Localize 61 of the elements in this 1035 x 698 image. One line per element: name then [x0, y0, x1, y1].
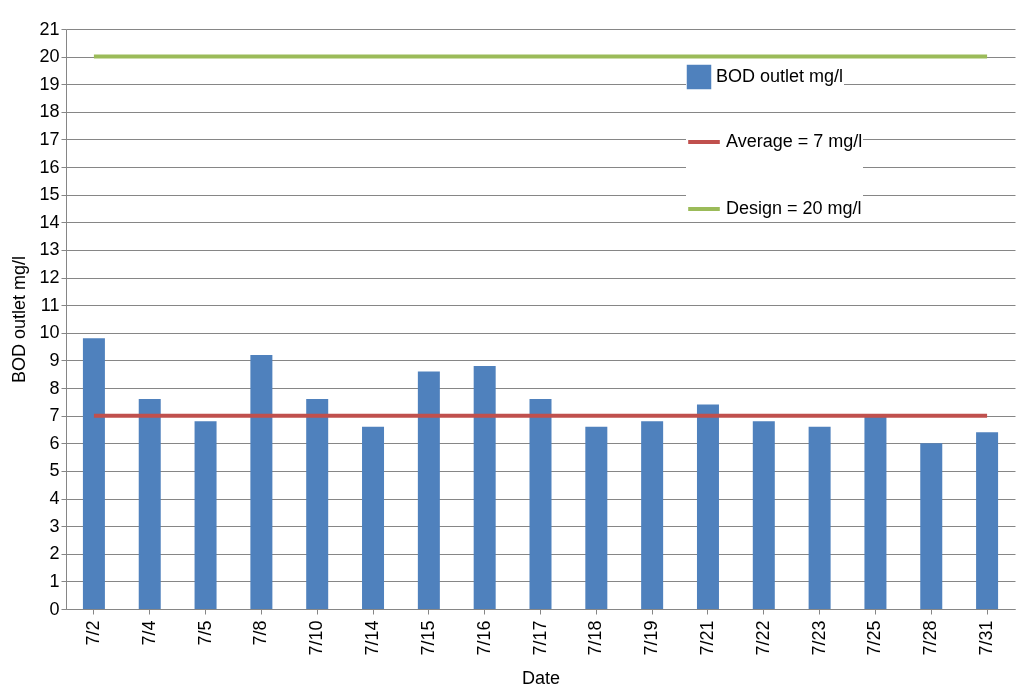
legend-label: Average = 7 mg/l	[726, 131, 863, 151]
y-tick-label: 4	[49, 488, 60, 509]
y-tick-label: 21	[39, 18, 60, 39]
bar	[585, 426, 608, 609]
x-tick-label: 7/28	[920, 620, 941, 656]
y-tick-label: 19	[39, 73, 60, 94]
bar	[362, 426, 385, 609]
x-tick-label: 7/5	[194, 620, 215, 646]
y-tick-label: 1	[49, 570, 60, 591]
y-tick-label: 15	[39, 184, 60, 205]
bar	[529, 399, 552, 609]
bar	[138, 399, 161, 609]
y-tick-label: 0	[49, 598, 60, 619]
x-tick-label: 7/15	[417, 620, 438, 656]
bar	[473, 365, 496, 609]
bar	[976, 432, 999, 609]
bar	[194, 421, 217, 609]
y-tick-label: 7	[49, 405, 60, 426]
legend-label: Design = 20 mg/l	[726, 198, 862, 218]
x-tick-label: 7/16	[473, 620, 494, 656]
bar	[864, 415, 887, 609]
x-tick-label: 7/8	[250, 620, 271, 646]
y-tick-label: 10	[39, 322, 60, 343]
x-tick-label: 7/17	[529, 620, 550, 656]
y-tick-label: 8	[49, 377, 60, 398]
y-tick-label: 2	[49, 543, 60, 564]
x-tick-label: 7/4	[138, 620, 159, 646]
legend-label: BOD outlet mg/l	[716, 66, 844, 86]
y-tick-label: 12	[39, 267, 60, 288]
x-tick-label: 7/25	[864, 620, 885, 656]
x-tick-label: 7/10	[306, 620, 327, 656]
x-axis-title: Date	[521, 667, 561, 688]
x-tick-label: 7/23	[808, 620, 829, 656]
x-tick-label: 7/22	[752, 620, 773, 656]
x-tick-label: 7/19	[641, 620, 662, 656]
x-tick-label: 7/31	[976, 620, 997, 656]
y-tick-label: 11	[40, 294, 60, 315]
y-tick-label: 18	[39, 101, 60, 122]
x-tick-label: 7/14	[362, 620, 383, 656]
y-tick-label: 14	[39, 211, 60, 232]
bar	[808, 426, 831, 609]
x-tick-label: 7/21	[696, 620, 717, 656]
bar	[82, 338, 105, 609]
bar	[641, 421, 664, 609]
bar	[250, 354, 273, 609]
y-tick-label: 3	[49, 515, 60, 536]
y-tick-label: 17	[39, 128, 60, 149]
bar	[696, 404, 719, 609]
y-tick-label: 9	[49, 349, 60, 370]
y-tick-label: 20	[39, 46, 60, 67]
bar	[752, 421, 775, 609]
y-tick-label: 16	[39, 156, 60, 177]
x-tick-label: 7/18	[585, 620, 606, 656]
bar	[920, 443, 943, 609]
y-axis-title: BOD outlet mg/l	[9, 255, 30, 384]
y-tick-label: 5	[49, 460, 60, 481]
bar	[306, 399, 329, 609]
y-tick-label: 13	[39, 239, 60, 260]
y-tick-label: 6	[49, 432, 60, 453]
bar	[417, 371, 440, 609]
x-tick-label: 7/2	[82, 620, 103, 646]
